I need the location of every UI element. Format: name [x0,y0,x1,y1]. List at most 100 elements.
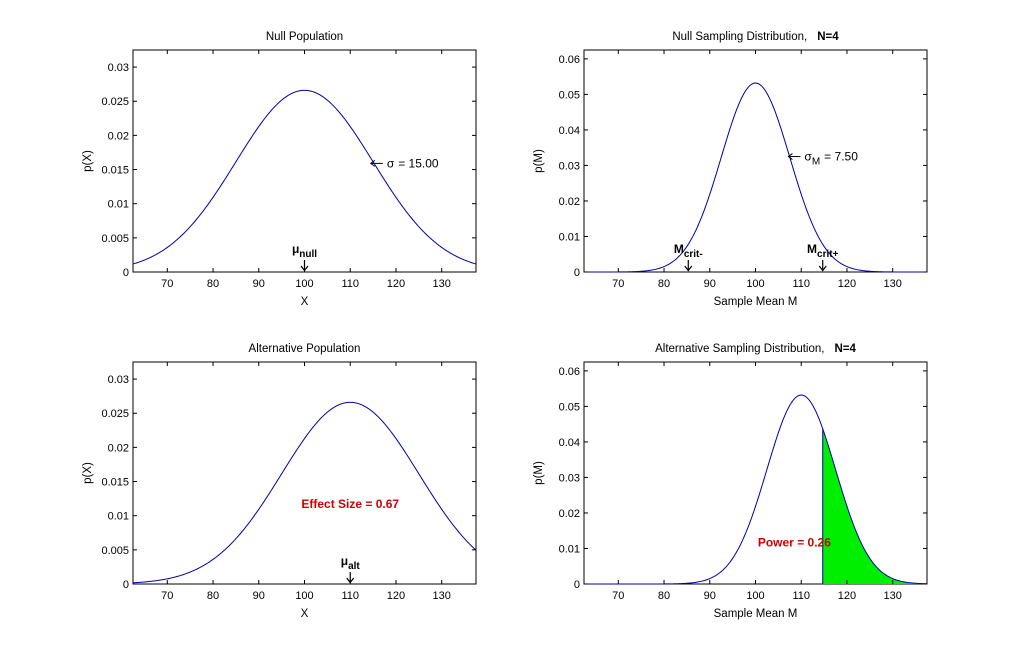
y-tick-label: 0.015 [101,477,129,489]
x-tick-label: 80 [207,590,219,602]
y-tick-label: 0.04 [559,125,580,137]
x-tick-label: 110 [341,278,359,290]
x-tick-label: 110 [341,590,359,602]
chart-title-text: Null Sampling Distribution, [672,31,807,43]
y-tick-label: 0.02 [559,196,580,208]
y-tick-label: 0.04 [559,437,580,449]
x-tick-label: 120 [387,278,405,290]
x-tick-label: 80 [658,590,670,602]
y-tick-label: 0.06 [559,366,580,378]
y-tick-label: 0.025 [101,408,129,420]
chart-title-text: Alternative Sampling Distribution, [655,343,824,355]
sigma-subscript: M [812,157,820,168]
y-tick-label: 0.01 [559,231,580,243]
x-axis-label: X [301,608,309,620]
x-tick-label: 120 [838,590,856,602]
sigma-label: σ = 15.00 [387,156,439,170]
annotation-label: Mcrit- [674,242,703,260]
sigma-arrowhead [369,159,376,167]
y-tick-label: 0.05 [559,401,580,413]
annotation-arrowhead [818,265,827,272]
x-tick-label: 90 [253,590,265,602]
annotation-base: M [807,242,817,256]
annotation-label: μalt [341,554,361,572]
density-curve [132,89,477,265]
x-tick-label: 120 [387,590,405,602]
y-tick-label: 0.01 [108,199,129,211]
y-tick-label: 0.05 [559,89,580,101]
chart-title: Alternative Sampling Distribution, N=4 [655,343,856,355]
x-tick-label: 110 [792,590,810,602]
x-tick-label: 100 [746,278,764,290]
chart-panel-2: 70 80 90 100 110 120 130 0 0.01 0.02 0.03 0.04 0.05 0… [533,31,928,308]
chart-title: Null Population [266,31,343,43]
sigma-value: = 7.50 [824,150,858,164]
annotation-base: μ [292,242,299,256]
y-tick-label: 0 [123,267,129,279]
plot-frame [583,361,928,585]
annotation-subscript: crit- [684,249,703,260]
y-axis-label: p(M) [533,149,545,173]
y-axis-label: p(X) [82,462,94,484]
y-tick-label: 0 [123,579,129,591]
annotation-subscript: null [299,249,317,260]
x-axis-label: X [301,296,309,308]
x-tick-label: 100 [746,590,764,602]
plot-frame [583,49,928,273]
x-tick-label: 70 [612,590,624,602]
x-tick-label: 100 [295,590,313,602]
y-tick-label: 0.03 [108,374,129,386]
x-tick-label: 70 [161,590,173,602]
sigma-symbol: σ [387,156,395,170]
chart-title: Alternative Population [249,343,361,355]
annotation-arrowhead [684,265,693,272]
annotation-arrowhead [300,265,309,272]
y-tick-label: 0.02 [108,442,129,454]
sigma-value: = 15.00 [398,156,439,170]
x-tick-label: 70 [612,278,624,290]
x-tick-label: 80 [658,278,670,290]
sigma-arrowhead [787,153,793,160]
x-tick-label: 130 [884,590,902,602]
x-tick-label: 120 [838,278,856,290]
x-tick-label: 70 [161,278,173,290]
y-tick-label: 0.03 [108,62,129,74]
annotation-label: Mcrit+ [807,242,839,260]
x-tick-label: 80 [207,278,219,290]
x-tick-label: 110 [792,278,810,290]
annotation-arrowhead [346,577,355,584]
chart-title-n: N=4 [817,31,839,43]
density-curve [132,401,477,584]
chart-panel-1: 70 80 90 100 110 120 130 0 0.005 0.01 0.015 0.02 0.0… [82,31,477,308]
x-tick-label: 90 [253,278,265,290]
y-tick-label: 0 [574,579,580,591]
y-tick-label: 0.02 [559,508,580,520]
y-tick-label: 0.005 [101,233,129,245]
x-tick-label: 90 [704,590,716,602]
y-tick-label: 0 [574,267,580,279]
highlight-label: Power = 0.26 [758,535,831,549]
plot-frame [132,49,477,273]
y-tick-label: 0.03 [559,160,580,172]
y-tick-label: 0.03 [559,472,580,484]
x-tick-label: 130 [433,590,451,602]
x-tick-label: 90 [704,278,716,290]
annotation-subscript: crit+ [817,249,839,260]
y-tick-label: 0.015 [101,165,129,177]
chart-panel-4: 70 80 90 100 110 120 130 0 0.01 0.02 0.03 0.04 0.05 0… [533,343,928,620]
x-tick-label: 130 [884,278,902,290]
y-tick-label: 0.025 [101,96,129,108]
sigma-label: σM = 7.50 [804,150,858,168]
x-axis-label: Sample Mean M [714,608,798,620]
chart-title-n: N=4 [834,343,856,355]
power-shaded-area [822,428,927,584]
y-axis-label: p(M) [533,461,545,485]
y-tick-label: 0.06 [559,54,580,66]
sigma-symbol: σ [804,150,812,164]
chart-title-text: Null Population [266,31,343,43]
density-curve [584,82,927,273]
highlight-label: Effect Size = 0.67 [301,497,399,511]
x-axis-label: Sample Mean M [714,296,798,308]
